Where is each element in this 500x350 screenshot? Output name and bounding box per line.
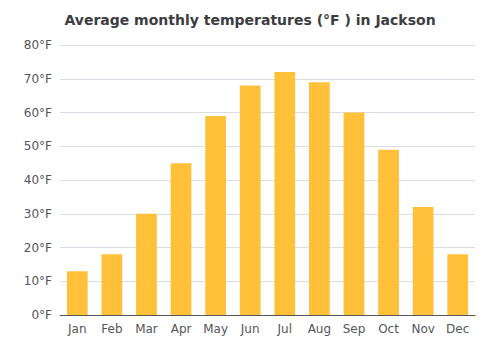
svg-text:Mar: Mar bbox=[135, 322, 158, 336]
svg-text:Aug: Aug bbox=[308, 322, 331, 336]
svg-text:Apr: Apr bbox=[171, 322, 192, 336]
svg-text:Nov: Nov bbox=[411, 322, 434, 336]
svg-text:70°F: 70°F bbox=[24, 72, 52, 86]
svg-text:50°F: 50°F bbox=[24, 139, 52, 153]
svg-text:May: May bbox=[203, 322, 228, 336]
svg-text:Sep: Sep bbox=[343, 322, 366, 336]
svg-text:Oct: Oct bbox=[378, 322, 399, 336]
svg-text:60°F: 60°F bbox=[24, 106, 52, 120]
svg-text:Dec: Dec bbox=[446, 322, 469, 336]
svg-text:Feb: Feb bbox=[101, 322, 122, 336]
svg-text:40°F: 40°F bbox=[24, 173, 52, 187]
svg-text:20°F: 20°F bbox=[24, 241, 52, 255]
svg-text:Jun: Jun bbox=[240, 322, 260, 336]
svg-text:0°F: 0°F bbox=[31, 308, 52, 322]
svg-text:Average monthly temperatures (: Average monthly temperatures (°F ) in Ja… bbox=[64, 12, 435, 28]
svg-text:Jul: Jul bbox=[277, 322, 292, 336]
svg-text:Jan: Jan bbox=[67, 322, 87, 336]
svg-text:10°F: 10°F bbox=[24, 274, 52, 288]
svg-text:30°F: 30°F bbox=[24, 207, 52, 221]
svg-text:80°F: 80°F bbox=[24, 38, 52, 52]
